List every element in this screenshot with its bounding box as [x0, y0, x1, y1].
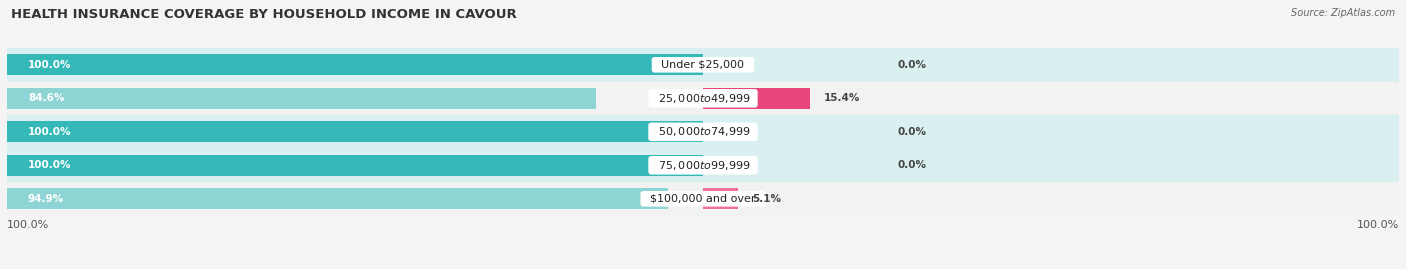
Text: 100.0%: 100.0%: [28, 60, 72, 70]
Text: 94.9%: 94.9%: [28, 194, 65, 204]
Bar: [7, 155, 703, 176]
Bar: [7, 121, 703, 142]
Bar: [7, 88, 596, 109]
Text: 100.0%: 100.0%: [1357, 220, 1399, 229]
Bar: [7, 148, 1399, 182]
Bar: [7, 188, 668, 209]
Text: 84.6%: 84.6%: [28, 93, 65, 103]
Text: 5.1%: 5.1%: [752, 194, 782, 204]
Bar: [7, 115, 1399, 148]
Text: 15.4%: 15.4%: [824, 93, 860, 103]
Text: $25,000 to $49,999: $25,000 to $49,999: [651, 92, 755, 105]
Text: $50,000 to $74,999: $50,000 to $74,999: [651, 125, 755, 138]
Text: 0.0%: 0.0%: [898, 127, 927, 137]
Bar: [7, 48, 1399, 82]
Bar: [7, 82, 1399, 115]
Text: 100.0%: 100.0%: [7, 220, 49, 229]
Text: HEALTH INSURANCE COVERAGE BY HOUSEHOLD INCOME IN CAVOUR: HEALTH INSURANCE COVERAGE BY HOUSEHOLD I…: [11, 8, 517, 21]
Bar: [703, 88, 810, 109]
Text: $75,000 to $99,999: $75,000 to $99,999: [651, 159, 755, 172]
Bar: [7, 182, 1399, 215]
Text: 100.0%: 100.0%: [28, 160, 72, 170]
Text: Source: ZipAtlas.com: Source: ZipAtlas.com: [1291, 8, 1395, 18]
Text: 0.0%: 0.0%: [898, 60, 927, 70]
Bar: [7, 54, 703, 75]
Text: 100.0%: 100.0%: [28, 127, 72, 137]
Text: $100,000 and over: $100,000 and over: [644, 194, 762, 204]
Text: 0.0%: 0.0%: [898, 160, 927, 170]
Bar: [703, 188, 738, 209]
Text: Under $25,000: Under $25,000: [655, 60, 751, 70]
